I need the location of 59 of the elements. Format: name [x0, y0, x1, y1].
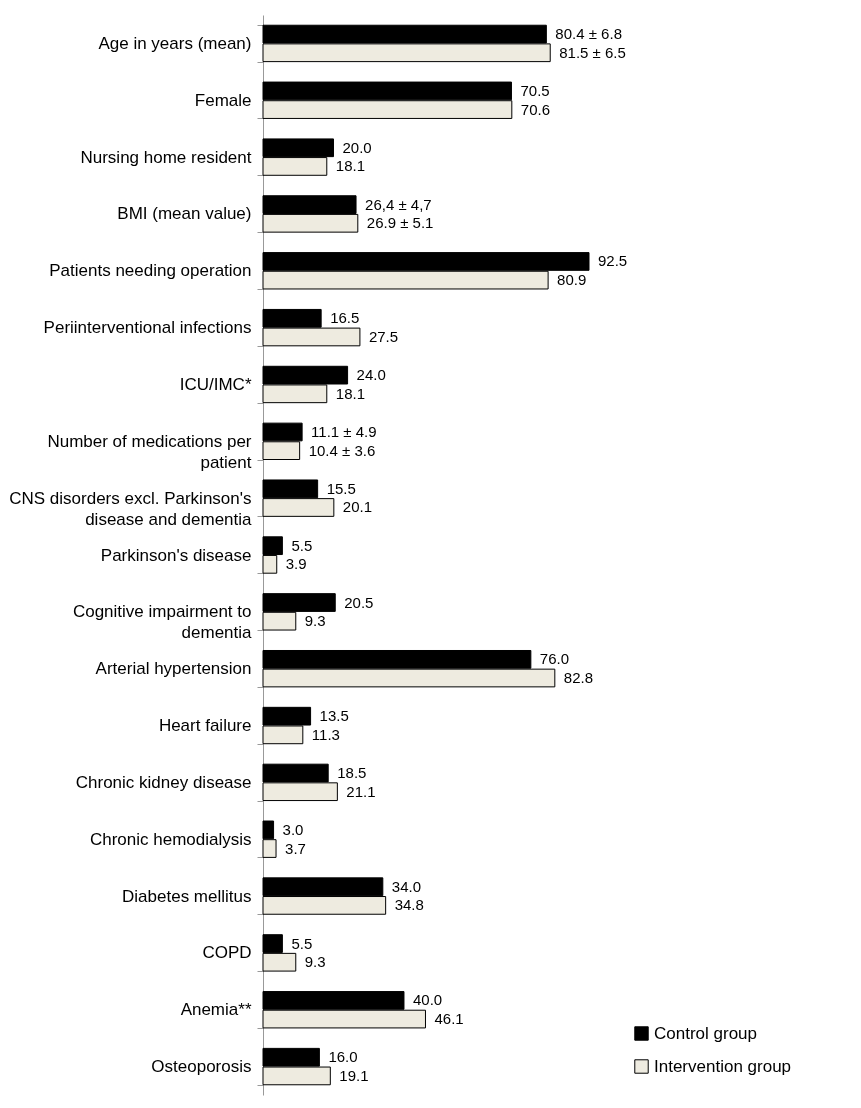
- y-tick-label: Anemia**: [180, 1000, 252, 1020]
- data-label: 34.0: [391, 877, 422, 895]
- data-label: 26.9 ± 5.1: [366, 214, 434, 232]
- data-label: 13.5: [319, 707, 349, 725]
- y-tick-label: Parkinson's disease: [100, 545, 252, 565]
- data-label: 40.0: [412, 991, 443, 1009]
- data-label: 3.9: [285, 555, 307, 573]
- data-label: 46.1: [434, 1010, 464, 1028]
- y-tick-label: Number of medications per patient: [47, 431, 252, 472]
- data-label: 18.1: [335, 384, 365, 402]
- data-label: 27.5: [368, 327, 399, 345]
- data-label: 9.3: [304, 953, 326, 971]
- data-label: 5.5: [291, 934, 313, 952]
- data-label: 5.5: [291, 536, 313, 554]
- y-tick-label: Chronic kidney disease: [75, 772, 252, 792]
- data-label: 82.8: [563, 669, 594, 687]
- y-tick-label: BMI (mean value): [117, 204, 252, 224]
- data-label: 92.5: [598, 252, 628, 270]
- y-tick-label: Age in years (mean): [98, 33, 252, 53]
- data-label: 34.8: [394, 896, 424, 914]
- data-label: 3.0: [282, 820, 304, 838]
- y-tick-label: Chronic hemodialysis: [89, 829, 252, 849]
- y-tick-label: ICU/IMC*: [179, 374, 252, 394]
- data-label: 16.5: [330, 309, 360, 327]
- data-label: 9.3: [304, 612, 326, 630]
- data-label: 70.5: [520, 81, 550, 99]
- data-label: 76.0: [539, 650, 570, 668]
- data-label: 21.1: [346, 782, 376, 800]
- data-label: 70.6: [520, 100, 551, 118]
- data-label: 20.1: [342, 498, 373, 516]
- data-label: 20.0: [342, 138, 372, 156]
- data-label: 24.0: [356, 366, 386, 384]
- y-tick-label: Cognitive impairment to dementia: [72, 602, 253, 643]
- y-tick-label: Periinterventional infections: [43, 318, 252, 338]
- y-tick-label: Heart failure: [158, 716, 252, 736]
- data-label: 16.0: [328, 1048, 358, 1066]
- data-label: 80.4 ± 6.8: [555, 25, 622, 43]
- y-tick-label: COPD: [202, 943, 252, 963]
- data-label: 20.5: [344, 593, 374, 611]
- data-label: 3.7: [285, 839, 306, 857]
- data-label: 81.5 ± 6.5: [559, 43, 626, 61]
- y-tick-label: Patients needing operation: [49, 261, 252, 281]
- data-label: 10.4 ± 3.6: [308, 441, 376, 459]
- data-label: 19.1: [339, 1066, 369, 1084]
- legend-label: Control group: [654, 1023, 758, 1043]
- data-label: 80.9: [557, 271, 587, 289]
- data-label: 18.1: [335, 157, 365, 175]
- y-tick-label: Nursing home resident: [80, 147, 252, 167]
- data-label: 11.3: [311, 725, 340, 743]
- data-label: 18.5: [337, 764, 367, 782]
- legend-label: Intervention group: [654, 1056, 792, 1076]
- data-label: 26,4 ± 4,7: [365, 195, 432, 213]
- y-tick-label: Osteoporosis: [151, 1057, 252, 1077]
- data-label: 15.5: [326, 479, 356, 497]
- y-tick-label: Arterial hypertension: [95, 659, 252, 679]
- data-label: 11.1 ± 4.9: [311, 422, 377, 440]
- y-tick-label: Diabetes mellitus: [122, 886, 252, 906]
- y-tick-label: Female: [194, 90, 252, 110]
- y-tick-label: CNS disorders excl. Parkinson's disease and dementia: [9, 488, 253, 529]
